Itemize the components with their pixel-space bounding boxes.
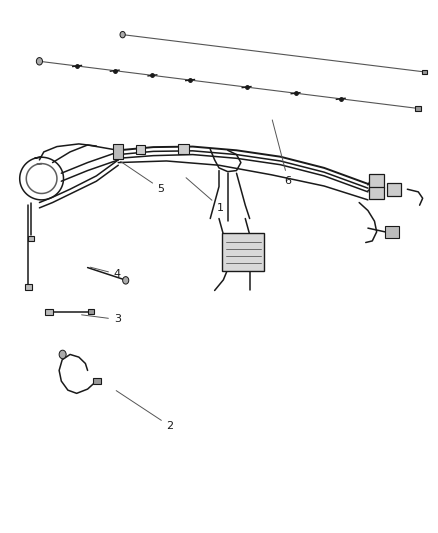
Bar <box>88 309 94 314</box>
Bar <box>415 106 421 110</box>
Text: 2: 2 <box>116 391 173 431</box>
Bar <box>178 144 189 154</box>
Text: 5: 5 <box>120 161 165 194</box>
Bar <box>385 226 399 238</box>
Circle shape <box>59 350 66 359</box>
FancyBboxPatch shape <box>369 174 384 188</box>
Bar <box>136 145 145 154</box>
FancyBboxPatch shape <box>387 183 401 196</box>
Text: 6: 6 <box>272 120 292 186</box>
Bar <box>113 144 123 159</box>
Circle shape <box>123 277 129 284</box>
Bar <box>45 309 53 315</box>
Bar <box>422 69 427 74</box>
Bar <box>25 284 32 290</box>
Text: 1: 1 <box>186 177 224 213</box>
FancyBboxPatch shape <box>222 233 264 271</box>
Bar <box>93 378 101 384</box>
Text: 4: 4 <box>90 267 121 279</box>
FancyBboxPatch shape <box>369 187 384 199</box>
Circle shape <box>120 31 125 38</box>
Text: 3: 3 <box>81 314 121 325</box>
Bar <box>28 236 34 241</box>
Circle shape <box>36 58 42 65</box>
